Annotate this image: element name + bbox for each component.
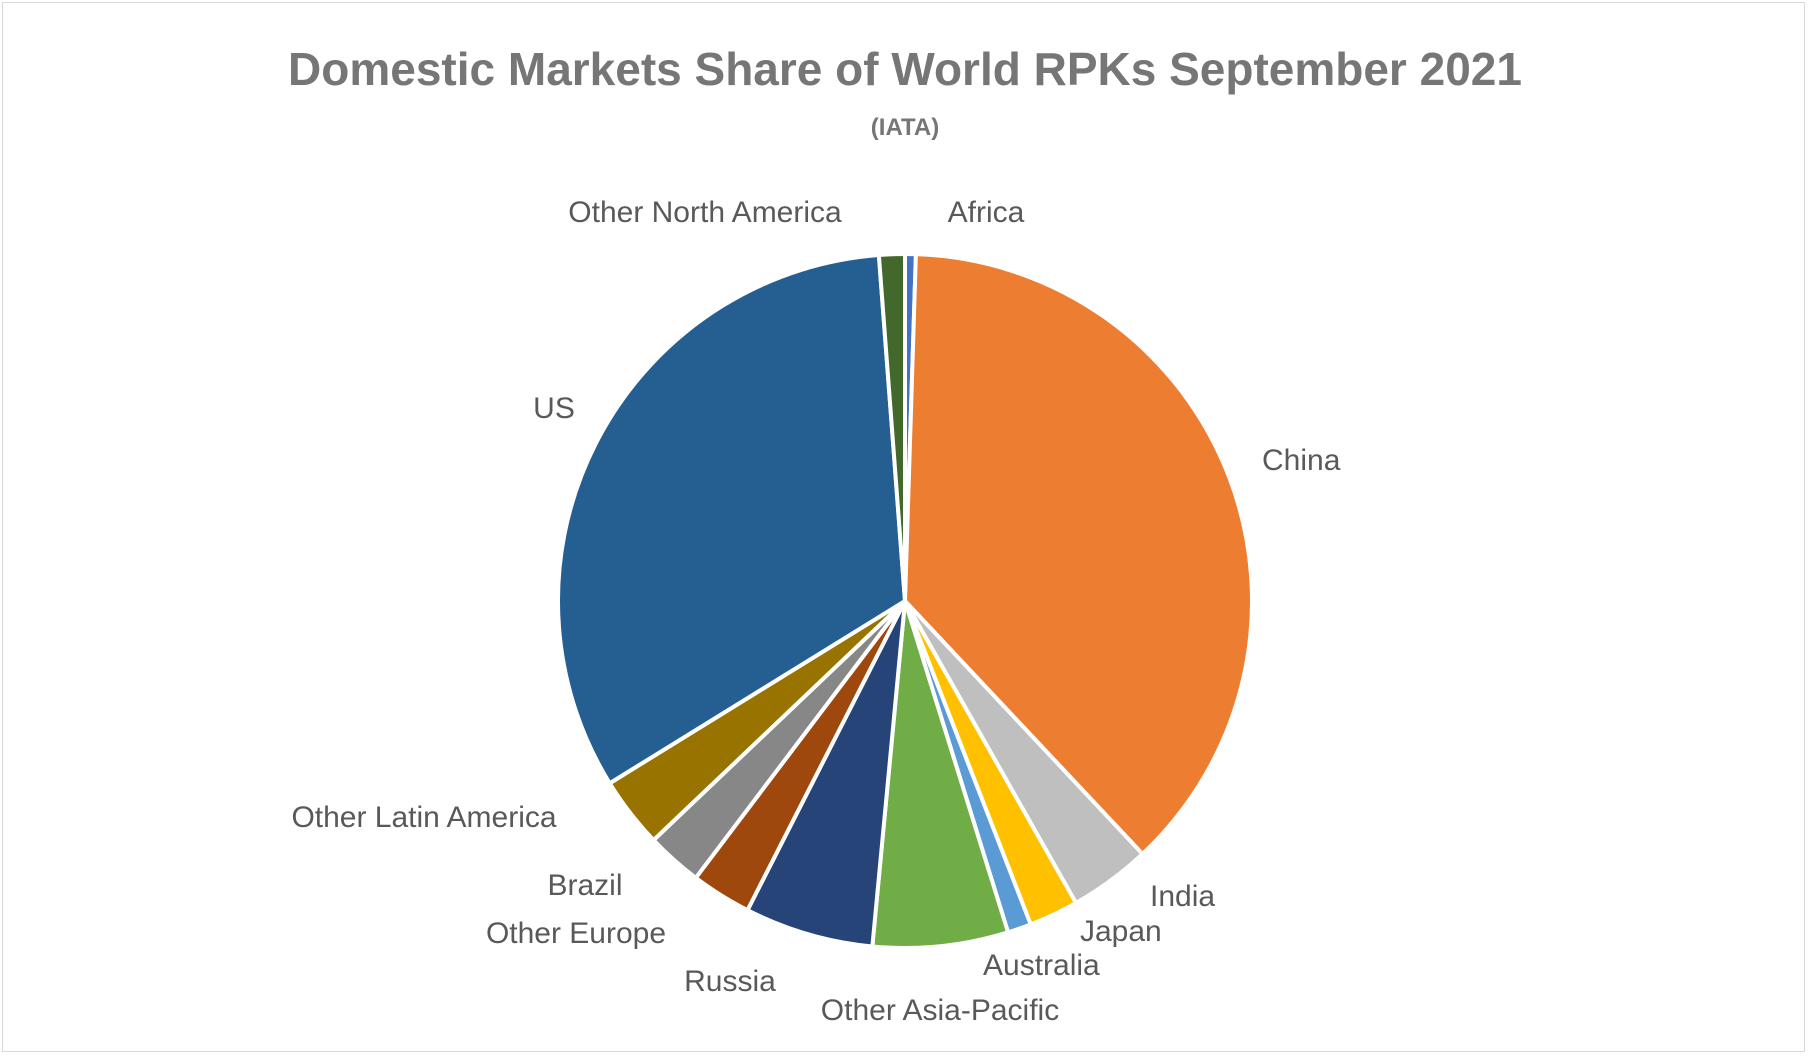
chart-subtitle: (IATA) [871, 114, 939, 141]
slice-label-other-europe: Other Europe [486, 917, 666, 950]
slice-label-india: India [1150, 880, 1215, 913]
chart-title: Domestic Markets Share of World RPKs Sep… [288, 43, 1522, 95]
pie-slice-us [556, 252, 907, 786]
pie-slice-china [903, 252, 1254, 856]
slice-label-africa: Africa [948, 196, 1025, 229]
slice-label-us: US [533, 392, 575, 425]
slice-label-other-north-america: Other North America [568, 196, 842, 229]
pie-slice-other-north-america [876, 252, 907, 603]
pie-slices [556, 251, 1254, 950]
pie-slice-russia [745, 599, 907, 949]
slice-label-other-asia-pacific: Other Asia-Pacific [821, 994, 1059, 1027]
slice-label-other-latin-america: Other Latin America [291, 801, 556, 834]
slice-label-russia: Russia [684, 965, 776, 998]
slice-label-china: China [1262, 444, 1341, 477]
slice-label-australia: Australia [983, 949, 1100, 982]
pie-slice-other-asia-pacific [870, 599, 1011, 950]
slice-label-brazil: Brazil [547, 869, 622, 902]
slice-label-japan: Japan [1080, 915, 1162, 948]
